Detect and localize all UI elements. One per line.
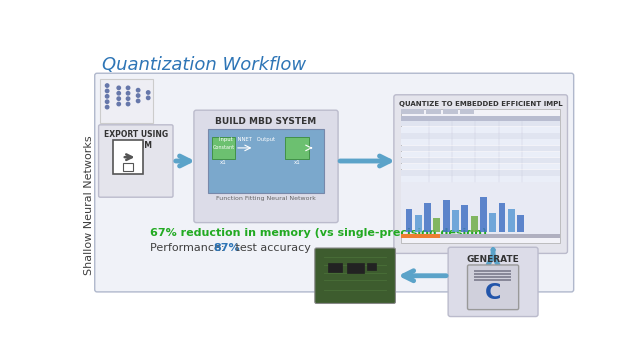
Text: test accuracy: test accuracy bbox=[232, 243, 311, 253]
Circle shape bbox=[136, 89, 140, 92]
FancyBboxPatch shape bbox=[401, 109, 424, 114]
FancyBboxPatch shape bbox=[517, 215, 524, 232]
FancyBboxPatch shape bbox=[394, 95, 568, 253]
FancyBboxPatch shape bbox=[328, 263, 342, 272]
FancyBboxPatch shape bbox=[99, 125, 173, 197]
Text: x1: x1 bbox=[220, 160, 227, 165]
Circle shape bbox=[106, 95, 109, 98]
Circle shape bbox=[126, 86, 130, 90]
Circle shape bbox=[126, 102, 130, 106]
FancyBboxPatch shape bbox=[433, 218, 440, 232]
FancyBboxPatch shape bbox=[448, 247, 538, 316]
FancyBboxPatch shape bbox=[315, 248, 396, 303]
FancyBboxPatch shape bbox=[123, 163, 134, 171]
FancyBboxPatch shape bbox=[401, 133, 560, 139]
FancyBboxPatch shape bbox=[212, 137, 235, 159]
FancyBboxPatch shape bbox=[285, 137, 308, 159]
FancyBboxPatch shape bbox=[460, 109, 474, 114]
Text: GENERATE
CODE: GENERATE CODE bbox=[467, 255, 520, 274]
FancyBboxPatch shape bbox=[194, 110, 338, 222]
Circle shape bbox=[106, 89, 109, 93]
FancyBboxPatch shape bbox=[401, 116, 560, 121]
Circle shape bbox=[117, 97, 120, 100]
FancyBboxPatch shape bbox=[208, 130, 324, 193]
Text: Constant: Constant bbox=[212, 145, 234, 150]
Text: Performance:: Performance: bbox=[150, 243, 228, 253]
Text: x1: x1 bbox=[294, 160, 300, 165]
FancyBboxPatch shape bbox=[401, 139, 560, 145]
FancyBboxPatch shape bbox=[406, 209, 412, 232]
Text: BUILD MBD SYSTEM: BUILD MBD SYSTEM bbox=[216, 117, 317, 126]
Circle shape bbox=[106, 105, 109, 109]
FancyBboxPatch shape bbox=[508, 209, 515, 232]
FancyBboxPatch shape bbox=[452, 210, 459, 232]
FancyBboxPatch shape bbox=[474, 273, 511, 275]
Text: Input   NNET   Output: Input NNET Output bbox=[219, 137, 275, 142]
Text: Function Fitting Neural Network: Function Fitting Neural Network bbox=[216, 196, 316, 201]
FancyBboxPatch shape bbox=[367, 263, 376, 270]
FancyBboxPatch shape bbox=[440, 234, 560, 238]
FancyBboxPatch shape bbox=[474, 270, 511, 271]
FancyBboxPatch shape bbox=[474, 279, 511, 281]
Text: QUANTIZE TO EMBEDDED EFFICIENT IMPL: QUANTIZE TO EMBEDDED EFFICIENT IMPL bbox=[399, 101, 563, 107]
Text: 87%: 87% bbox=[213, 243, 240, 253]
FancyBboxPatch shape bbox=[489, 213, 496, 232]
Text: Shallow Neural Networks: Shallow Neural Networks bbox=[84, 135, 94, 275]
Circle shape bbox=[147, 91, 150, 94]
FancyBboxPatch shape bbox=[401, 182, 560, 234]
FancyBboxPatch shape bbox=[467, 265, 518, 310]
FancyBboxPatch shape bbox=[474, 276, 511, 278]
FancyBboxPatch shape bbox=[401, 145, 560, 151]
Text: C: C bbox=[485, 283, 501, 303]
FancyBboxPatch shape bbox=[401, 164, 560, 170]
FancyBboxPatch shape bbox=[401, 234, 440, 238]
FancyBboxPatch shape bbox=[401, 170, 560, 176]
Circle shape bbox=[147, 96, 150, 100]
FancyBboxPatch shape bbox=[443, 199, 450, 232]
Circle shape bbox=[126, 91, 130, 95]
Circle shape bbox=[136, 99, 140, 103]
Circle shape bbox=[106, 100, 109, 103]
FancyBboxPatch shape bbox=[424, 203, 431, 232]
Circle shape bbox=[117, 86, 120, 90]
Circle shape bbox=[136, 94, 140, 97]
FancyBboxPatch shape bbox=[348, 263, 364, 274]
Text: 67% reduction in memory (vs single-precision design): 67% reduction in memory (vs single-preci… bbox=[150, 228, 487, 238]
Circle shape bbox=[126, 97, 130, 100]
FancyBboxPatch shape bbox=[95, 73, 573, 292]
Text: Quantization Workflow: Quantization Workflow bbox=[102, 55, 306, 73]
FancyBboxPatch shape bbox=[401, 158, 560, 163]
FancyBboxPatch shape bbox=[401, 152, 560, 157]
FancyBboxPatch shape bbox=[401, 109, 560, 243]
Circle shape bbox=[106, 84, 109, 87]
Circle shape bbox=[117, 102, 120, 106]
FancyBboxPatch shape bbox=[401, 176, 560, 182]
FancyBboxPatch shape bbox=[100, 78, 153, 123]
FancyBboxPatch shape bbox=[461, 205, 468, 232]
Text: EXPORT USING
GENSIM: EXPORT USING GENSIM bbox=[104, 130, 168, 150]
FancyBboxPatch shape bbox=[480, 197, 487, 232]
FancyBboxPatch shape bbox=[470, 216, 477, 232]
FancyBboxPatch shape bbox=[415, 215, 422, 232]
FancyBboxPatch shape bbox=[426, 109, 441, 114]
FancyBboxPatch shape bbox=[401, 127, 560, 132]
FancyBboxPatch shape bbox=[113, 140, 143, 174]
FancyBboxPatch shape bbox=[499, 203, 506, 232]
FancyBboxPatch shape bbox=[443, 109, 458, 114]
FancyBboxPatch shape bbox=[401, 121, 560, 126]
Circle shape bbox=[117, 91, 120, 95]
